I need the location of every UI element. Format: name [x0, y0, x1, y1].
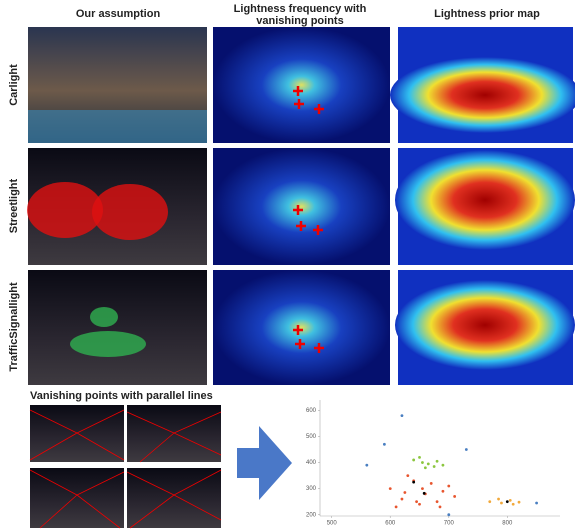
x-tick-label: 600 [385, 521, 396, 527]
point [412, 481, 415, 484]
row-label: TrafficSignallight [8, 282, 20, 372]
point [436, 500, 439, 503]
point [395, 505, 398, 508]
row-label: Carlight [8, 64, 20, 106]
point [401, 498, 404, 501]
y-tick-label: 600 [306, 408, 317, 414]
x-tick-label: 500 [327, 521, 338, 527]
point [433, 465, 436, 468]
column-header: Lightness frequency with [234, 3, 367, 15]
point [423, 492, 426, 495]
point [401, 414, 404, 417]
y-tick-label: 400 [306, 460, 317, 466]
column-header: Our assumption [76, 8, 161, 20]
point [488, 500, 491, 503]
prior-map-glow [395, 280, 575, 370]
point [424, 466, 427, 469]
heatmap [213, 27, 390, 143]
heatmap [213, 270, 390, 385]
point [406, 474, 409, 477]
point [439, 505, 442, 508]
arrow [237, 426, 292, 500]
point [447, 513, 450, 516]
photo-road [28, 110, 207, 143]
light-region [92, 184, 168, 240]
point [497, 498, 500, 501]
small-photos [30, 405, 221, 528]
x-tick-label: 700 [444, 521, 455, 527]
point [442, 490, 445, 493]
y-tick-label: 300 [306, 486, 317, 492]
column-header: Lightness prior map [434, 8, 540, 20]
figure-canvas: Our assumption Lightness frequency with … [0, 0, 575, 531]
point [365, 464, 368, 467]
point [421, 461, 424, 464]
prior-map-glow [390, 57, 575, 133]
point [442, 464, 445, 467]
y-tick-label: 500 [306, 434, 317, 440]
point [436, 460, 439, 463]
point [430, 482, 433, 485]
y-tick-label: 200 [306, 512, 317, 518]
point [421, 487, 424, 490]
point [535, 502, 538, 505]
light-region [70, 331, 146, 357]
point [512, 503, 515, 506]
prior-map-glow [395, 150, 575, 250]
point [412, 459, 415, 462]
point [447, 485, 450, 488]
point [383, 443, 386, 446]
point [500, 502, 503, 505]
point [427, 462, 430, 465]
point [509, 499, 512, 502]
column-header: vanishing points [256, 15, 343, 27]
x-tick-label: 800 [502, 521, 513, 527]
point [506, 500, 509, 503]
point [418, 503, 421, 506]
row-label: Streetlight [8, 178, 20, 233]
point [403, 491, 406, 494]
point [518, 501, 521, 504]
light-region [90, 307, 118, 327]
point [418, 456, 421, 459]
figure: Our assumption Lightness frequency with … [0, 0, 575, 531]
photo [28, 270, 207, 385]
point [389, 487, 392, 490]
point [415, 500, 418, 503]
light-region [27, 182, 103, 238]
section-label: Vanishing points with parallel lines [30, 390, 213, 402]
heatmap [213, 148, 390, 265]
panels [27, 27, 575, 385]
point [465, 448, 468, 451]
point [453, 495, 456, 498]
